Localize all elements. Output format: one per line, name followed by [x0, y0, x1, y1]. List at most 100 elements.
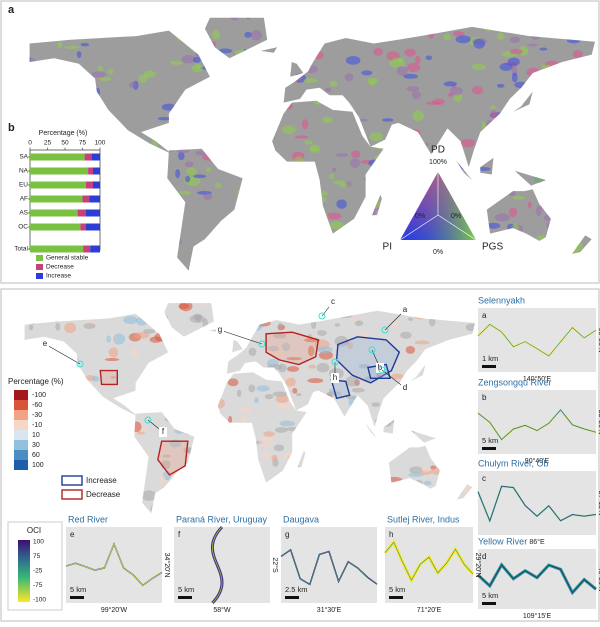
land-pixel-cluster [176, 149, 190, 154]
land-pixel-cluster [406, 62, 421, 73]
land-pixel-cluster [329, 80, 338, 87]
land-pixel-cluster [273, 333, 287, 339]
land-pixel-cluster [329, 173, 335, 180]
land-pixel-cluster [110, 375, 117, 379]
land-pixel-cluster [392, 57, 404, 63]
inset: Selennyakh a 1 km 140°50'E 69°20'N [477, 295, 600, 383]
colorbar [18, 540, 30, 602]
bar-segment [30, 209, 78, 217]
bar-segment [88, 167, 93, 175]
bar-segment [77, 209, 86, 217]
region-label: e [43, 339, 48, 348]
land-pixel-cluster [368, 80, 376, 86]
y-tick-label: AS [19, 210, 28, 217]
land-pixel-cluster [149, 336, 162, 343]
legend-swatch [14, 400, 28, 410]
leader-line [44, 343, 81, 365]
legend-label: -30 [32, 412, 42, 419]
land-pixel-cluster [97, 65, 103, 72]
land-pixel-cluster [230, 17, 240, 21]
land-pixel-cluster [412, 110, 424, 122]
land-pixel-cluster [254, 397, 259, 404]
land [411, 430, 436, 443]
land-pixel-cluster [364, 376, 374, 382]
land-pixel-cluster [292, 387, 298, 394]
basin-outline [99, 369, 118, 386]
bar-segment [30, 245, 84, 253]
scale-label: 5 km [389, 585, 405, 594]
bar-segment [82, 195, 90, 203]
land-pixel-cluster [491, 113, 499, 118]
land-pixel-cluster [279, 402, 292, 410]
longitude-label: 140°50'E [523, 375, 552, 383]
scale-bar [70, 596, 84, 599]
land-pixel-cluster [499, 62, 513, 71]
land-pixel-cluster [275, 427, 288, 433]
longitude-label: 71°20'E [417, 606, 442, 614]
river-channel-detail [477, 485, 597, 522]
land-pixel-cluster [316, 362, 330, 373]
label-bg [159, 427, 167, 437]
land-pixel-cluster [332, 180, 346, 185]
river-channel-detail [477, 324, 597, 357]
land [455, 159, 473, 181]
land-pixel-cluster [400, 331, 412, 339]
land-pixel-cluster [496, 32, 505, 41]
region-label: f [162, 427, 165, 436]
bar-segment [83, 245, 91, 253]
land-pixel-cluster [193, 174, 207, 179]
latitude-label: 69°20'N [597, 328, 600, 353]
land-pixel-cluster [471, 86, 484, 95]
land-pixel-cluster [414, 340, 430, 345]
latitude-label: 40°20'N [597, 567, 600, 592]
inset: Paraná River, Uruguay f 5 km 58°W 22°S [174, 514, 279, 614]
land-pixel-cluster [178, 151, 185, 161]
legend-label: -100 [32, 392, 46, 399]
land-pixel-cluster [157, 117, 171, 121]
land-pixel-cluster [336, 199, 347, 209]
land-pixel-cluster [346, 181, 352, 188]
legend-swatch [36, 264, 43, 270]
inset-image [385, 527, 473, 603]
land-pixel-cluster [263, 431, 275, 437]
land [204, 17, 268, 59]
land-pixel-cluster [277, 322, 283, 331]
land-pixel-cluster [228, 415, 233, 424]
land-pixel-cluster [496, 83, 505, 88]
land-pixel-cluster [203, 193, 213, 200]
land-pixel-cluster [159, 475, 166, 486]
site-marker [381, 326, 389, 334]
land-pixel-cluster [349, 158, 361, 169]
bar-segment [80, 223, 86, 231]
land-pixel-cluster [175, 169, 181, 179]
land-pixel-cluster [106, 335, 112, 343]
outline-legend-label: Increase [86, 476, 117, 485]
bar-segment [89, 195, 100, 203]
land-pixel-cluster [332, 167, 337, 172]
legend-label: 100 [32, 462, 44, 469]
land-pixel-cluster [256, 385, 270, 392]
land-pixel-cluster [57, 40, 63, 49]
land-pixel-cluster [113, 333, 126, 345]
land-pixel-cluster [350, 150, 361, 159]
region-label: h [333, 373, 337, 382]
region-label: g [218, 325, 222, 334]
land-pixel-cluster [185, 175, 191, 183]
land [297, 450, 306, 468]
land-pixel-cluster [131, 347, 140, 358]
basin-outline [265, 331, 320, 366]
bar-segment [84, 153, 92, 161]
land-pixel-cluster [572, 50, 583, 59]
scale-label: 1 km [482, 354, 498, 363]
land-pixel-cluster [511, 72, 518, 83]
land-pixel-cluster [447, 93, 454, 97]
inset-letter: g [285, 530, 289, 539]
ternary-label: 0% [451, 213, 461, 220]
land-pixel-cluster [64, 322, 77, 334]
latitude-label: 57°15'N [597, 491, 600, 516]
river-channel-detail [65, 543, 163, 586]
land-pixel-cluster [141, 490, 157, 501]
land-pixel-cluster [261, 451, 271, 460]
inset-image [478, 390, 596, 454]
scale-label: 5 km [178, 585, 194, 594]
